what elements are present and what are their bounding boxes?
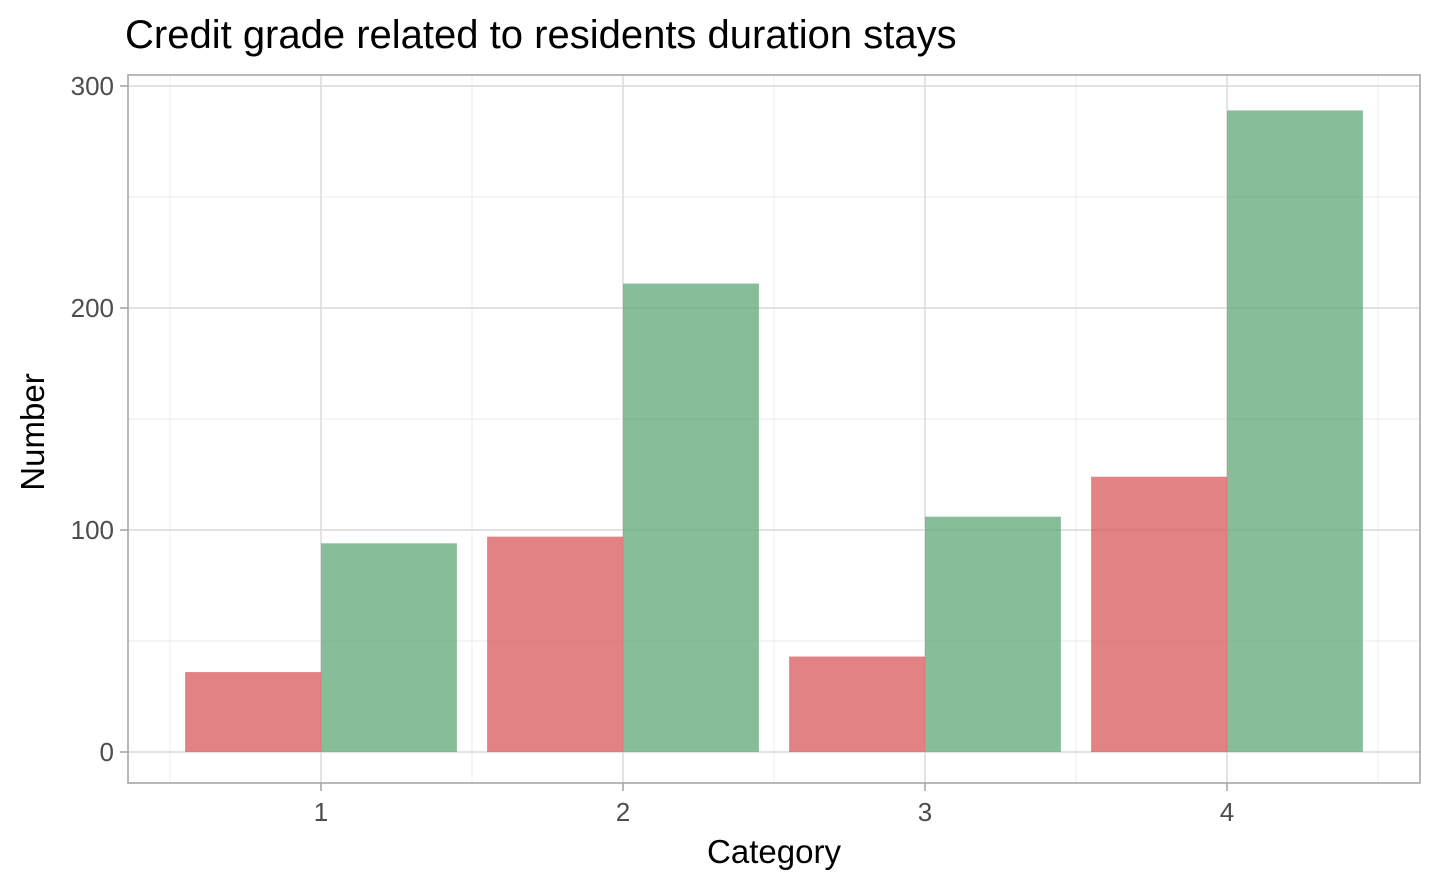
bar-series-1-category-2 [487,536,623,752]
y-tick-label: 100 [71,515,114,545]
y-tick-label: 200 [71,293,114,323]
bars [185,110,1363,753]
bar-series-2-category-4 [1227,110,1363,753]
x-tick-label: 2 [616,797,630,827]
x-tick-label: 4 [1220,797,1234,827]
plot-panel-border [127,74,1421,784]
y-axis-title: Number [14,373,51,490]
bar-series-2-category-3 [925,516,1061,752]
x-tick-label: 1 [314,797,328,827]
bar-series-2-category-2 [623,283,759,752]
x-tick-label: 3 [918,797,932,827]
bar-series-1-category-1 [185,672,321,752]
y-tick-label: 300 [71,71,114,101]
bar-series-1-category-3 [789,656,925,752]
y-tick-label: 0 [100,737,114,767]
bar-series-1-category-4 [1091,476,1227,752]
chart-title: Credit grade related to residents durati… [125,13,957,57]
bar-series-2-category-1 [321,543,457,752]
axis-ticks: 0 100 200 300 1 2 3 4 [71,71,1235,827]
x-axis-title: Category [707,833,841,870]
